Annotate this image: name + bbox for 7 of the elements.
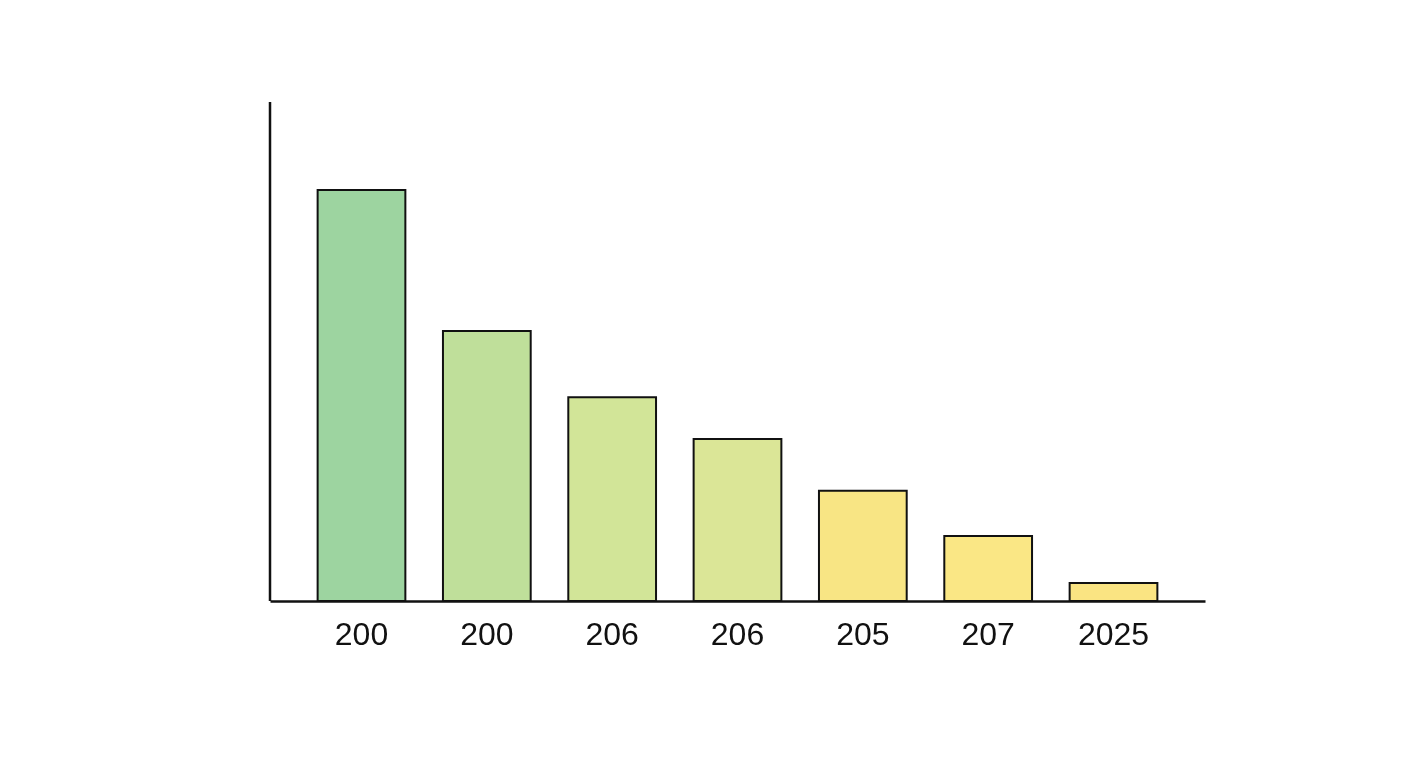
x-tick-label: 2025 xyxy=(1077,615,1150,652)
x-tick-label: 205 xyxy=(836,615,890,652)
x-tick-label: 206 xyxy=(585,615,639,652)
x-tick-label: 207 xyxy=(961,615,1015,652)
x-tick-label: 200 xyxy=(460,615,514,652)
x-tick-label: 206 xyxy=(710,615,765,652)
x-tick-label: 200 xyxy=(334,615,389,652)
